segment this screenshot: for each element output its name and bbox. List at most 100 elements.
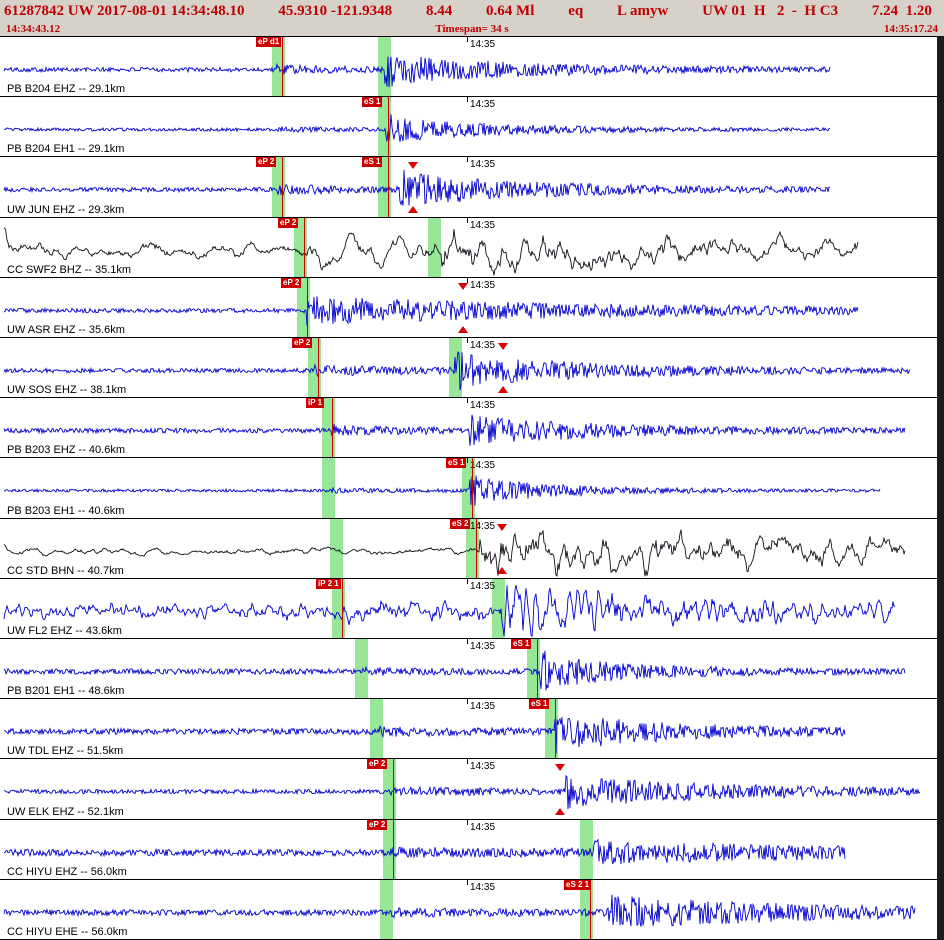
phase-pick-label[interactable]: eS 1 bbox=[529, 699, 550, 710]
pick-window[interactable] bbox=[355, 639, 368, 699]
pick-window[interactable] bbox=[322, 458, 335, 518]
waveform bbox=[3, 894, 916, 927]
coda-marker-down-icon[interactable] bbox=[497, 523, 507, 531]
header-field: L amyw bbox=[617, 2, 669, 19]
minute-label: 14:35 bbox=[470, 520, 496, 532]
minute-tick-icon bbox=[467, 759, 468, 765]
minute-label: 14:35 bbox=[470, 99, 496, 111]
trace-panel[interactable]: 14:35 UW ASR EHZ -- 35.6km eP 2 bbox=[0, 277, 944, 339]
phase-pick-label[interactable]: eS 2 bbox=[450, 518, 471, 529]
minute-tick-icon bbox=[467, 879, 468, 885]
phase-pick-label[interactable]: iP 1 bbox=[306, 398, 325, 409]
phase-pick-line bbox=[307, 277, 308, 338]
trace-panel[interactable]: 14:35 PB B204 EH1 -- 29.1km eS 1 bbox=[0, 97, 944, 158]
phase-pick-label[interactable]: eP 2 bbox=[292, 338, 313, 349]
pick-window[interactable] bbox=[370, 699, 383, 759]
window-start-time: 14:34:43.12 bbox=[6, 23, 61, 35]
phase-pick-label[interactable]: eP d1 bbox=[256, 37, 282, 47]
pick-window[interactable] bbox=[380, 879, 393, 940]
minute-tick-icon bbox=[467, 37, 468, 42]
trace-panel[interactable]: 14:35 PB B204 EHZ -- 29.1km eP d1 bbox=[0, 37, 944, 98]
minute-label: 14:35 bbox=[470, 460, 496, 472]
trace-panel[interactable]: 14:35 PB B203 EHZ -- 40.6km iP 1 bbox=[0, 398, 944, 459]
station-label: CC STD BHN -- 40.7km bbox=[7, 564, 124, 577]
phase-pick-label[interactable]: eS 1 bbox=[511, 639, 532, 650]
trace-panel[interactable]: 14:35 UW ELK EHZ -- 52.1km eP 2 bbox=[0, 759, 944, 820]
phase-pick-line bbox=[332, 398, 333, 458]
phase-pick-label[interactable]: eP 2 bbox=[278, 217, 299, 228]
pick-window[interactable] bbox=[449, 338, 462, 398]
right-border bbox=[937, 36, 944, 940]
waveform bbox=[3, 717, 846, 754]
header-field: 0.64 Ml bbox=[486, 2, 535, 19]
coda-marker-down-icon[interactable] bbox=[408, 162, 418, 170]
trace-panel[interactable]: 14:35 UW SOS EHZ -- 38.1km eP 2 bbox=[0, 338, 944, 399]
minute-tick-icon bbox=[467, 819, 468, 825]
minute-tick-icon bbox=[467, 458, 468, 464]
phase-pick-label[interactable]: eS 1 bbox=[362, 97, 383, 108]
header-field: 61287842 UW 2017-08-01 14:34:48.10 bbox=[4, 2, 245, 19]
trace-panel[interactable]: 14:35 CC HIYU EHE -- 56.0km eS 2 1 bbox=[0, 879, 944, 940]
phase-pick-label[interactable]: eP 2 bbox=[367, 759, 388, 770]
station-label: PB B204 EHZ -- 29.1km bbox=[7, 83, 125, 96]
phase-pick-label[interactable]: eS 2 1 bbox=[564, 879, 592, 890]
station-label: UW FL2 EHZ -- 43.6km bbox=[7, 625, 122, 638]
station-label: UW SOS EHZ -- 38.1km bbox=[7, 384, 127, 397]
coda-marker-up-icon[interactable] bbox=[408, 205, 418, 213]
waveform bbox=[3, 227, 859, 275]
phase-pick-label[interactable]: eS 1 bbox=[446, 458, 467, 469]
trace-panel[interactable]: 14:35 UW TDL EHZ -- 51.5km eS 1 bbox=[0, 699, 944, 760]
minute-label: 14:35 bbox=[470, 701, 496, 713]
coda-marker-down-icon[interactable] bbox=[498, 343, 508, 351]
minute-label: 14:35 bbox=[470, 219, 496, 231]
station-label: PB B203 EHZ -- 40.6km bbox=[7, 444, 125, 457]
minute-label: 14:35 bbox=[470, 159, 496, 171]
header-field: UW 01 H 2 - H C3 bbox=[702, 2, 839, 19]
minute-tick-icon bbox=[467, 157, 468, 163]
coda-marker-down-icon[interactable] bbox=[555, 764, 565, 772]
trace-panel[interactable]: 14:35 CC HIYU EHZ -- 56.0km eP 2 bbox=[0, 819, 944, 880]
phase-pick-label[interactable]: eP 2 bbox=[367, 819, 388, 830]
phase-pick-line bbox=[282, 157, 283, 217]
coda-marker-down-icon[interactable] bbox=[458, 282, 468, 290]
pick-window[interactable] bbox=[330, 518, 343, 578]
station-label: UW ASR EHZ -- 35.6km bbox=[7, 324, 125, 337]
minute-label: 14:35 bbox=[470, 881, 496, 893]
trace-panel[interactable]: 14:35 PB B203 EH1 -- 40.6km eS 1 bbox=[0, 458, 944, 519]
phase-pick-line bbox=[282, 37, 283, 97]
phase-pick-label[interactable]: eP 2 bbox=[281, 277, 302, 288]
pick-window[interactable] bbox=[428, 217, 441, 277]
waveform bbox=[3, 775, 921, 810]
waveform bbox=[3, 414, 906, 447]
pick-window[interactable] bbox=[580, 819, 593, 879]
minute-label: 14:35 bbox=[470, 821, 496, 833]
phase-pick-line bbox=[393, 759, 394, 819]
phase-pick-label[interactable]: eS 1 bbox=[362, 157, 383, 168]
trace-panel[interactable]: 14:35 UW FL2 EHZ -- 43.6km iP 2 1 bbox=[0, 578, 944, 640]
station-label: PB B203 EH1 -- 40.6km bbox=[7, 504, 125, 517]
trace-panel[interactable]: 14:35 CC STD BHN -- 40.7km eS 2 bbox=[0, 518, 944, 579]
phase-pick-label[interactable]: iP 2 1 bbox=[316, 578, 341, 589]
coda-marker-up-icon[interactable] bbox=[498, 386, 508, 394]
trace-panel[interactable]: 14:35 UW JUN EHZ -- 29.3km eP 2 eS 1 bbox=[0, 157, 944, 218]
pick-window[interactable] bbox=[378, 37, 391, 97]
station-label: CC HIYU EHZ -- 56.0km bbox=[7, 865, 127, 878]
station-label: UW TDL EHZ -- 51.5km bbox=[7, 745, 124, 758]
trace-panel[interactable]: 14:35 PB B201 EH1 -- 48.6km eS 1 bbox=[0, 639, 944, 700]
time-bar: 14:34:43.12 Timespan= 34 s 14:35:17.24 bbox=[0, 22, 944, 36]
coda-marker-up-icon[interactable] bbox=[497, 566, 507, 574]
waveform bbox=[3, 838, 846, 864]
window-end-time: 14:35:17.24 bbox=[883, 23, 939, 35]
station-label: PB B201 EH1 -- 48.6km bbox=[7, 685, 125, 698]
waveform bbox=[3, 650, 906, 691]
station-label: CC SWF2 BHZ -- 35.1km bbox=[7, 263, 132, 276]
phase-pick-line bbox=[393, 819, 394, 879]
trace-area: 14:35 PB B204 EHZ -- 29.1km eP d1 14:35 … bbox=[0, 36, 944, 940]
coda-marker-up-icon[interactable] bbox=[555, 807, 565, 815]
coda-marker-up-icon[interactable] bbox=[458, 326, 468, 334]
phase-pick-label[interactable]: eP 2 bbox=[256, 157, 277, 168]
station-label: UW ELK EHZ -- 52.1km bbox=[7, 805, 124, 818]
header-field: 8.44 bbox=[425, 2, 453, 19]
trace-panel[interactable]: 14:35 CC SWF2 BHZ -- 35.1km eP 2 bbox=[0, 217, 944, 278]
station-label: UW JUN EHZ -- 29.3km bbox=[7, 203, 125, 216]
